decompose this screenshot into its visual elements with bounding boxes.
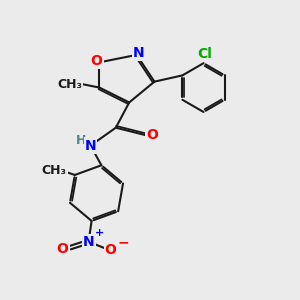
Text: CH₃: CH₃	[42, 164, 67, 177]
Text: +: +	[94, 228, 104, 238]
Text: H: H	[76, 134, 86, 147]
Text: Cl: Cl	[197, 47, 212, 61]
Text: CH₃: CH₃	[57, 78, 82, 91]
Text: O: O	[146, 128, 158, 142]
Text: N: N	[133, 46, 145, 59]
Text: O: O	[105, 243, 117, 257]
Text: −: −	[118, 236, 129, 250]
Text: O: O	[56, 242, 68, 256]
Text: O: O	[91, 54, 102, 68]
Text: N: N	[85, 139, 96, 152]
Text: N: N	[83, 235, 94, 249]
